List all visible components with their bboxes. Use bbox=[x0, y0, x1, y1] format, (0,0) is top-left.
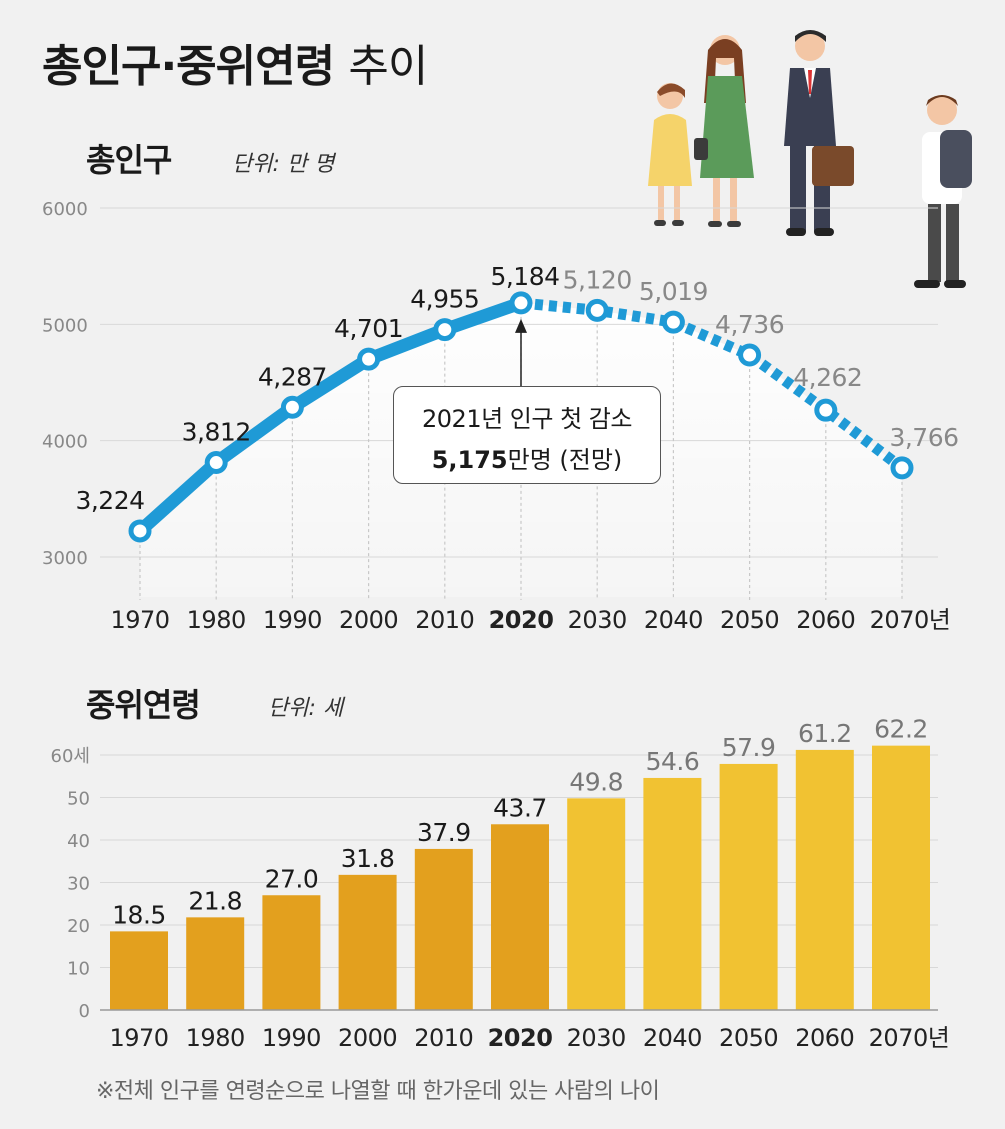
population-x-label: 2040 bbox=[644, 606, 703, 634]
population-value-label: 3,812 bbox=[182, 418, 251, 447]
population-x-label: 1970 bbox=[110, 606, 169, 634]
median-age-bar bbox=[186, 917, 245, 1010]
page-title: 총인구·중위연령 추이 bbox=[42, 30, 428, 94]
median-age-y-tick: 30 bbox=[67, 874, 90, 895]
population-point bbox=[128, 519, 152, 543]
population-y-tick: 6000 bbox=[42, 199, 88, 220]
median-age-value-label: 54.6 bbox=[646, 747, 700, 776]
median-age-value-label: 61.2 bbox=[798, 719, 852, 748]
median-age-section-title: 중위연령 bbox=[86, 686, 201, 724]
median-age-value-label: 57.9 bbox=[722, 733, 776, 762]
population-value-label: 4,262 bbox=[793, 363, 862, 392]
median-age-bar bbox=[262, 895, 321, 1010]
population-x-label: 2010 bbox=[415, 606, 474, 634]
median-age-bar bbox=[872, 745, 930, 1010]
population-point bbox=[890, 456, 914, 480]
population-x-label: 2020 bbox=[489, 606, 554, 634]
median-age-value-label: 31.8 bbox=[341, 844, 395, 873]
median-age-bar bbox=[795, 749, 854, 1010]
annotation-arrow-head bbox=[515, 318, 527, 333]
population-point bbox=[814, 398, 838, 422]
annotation-box: 2021년 인구 첫 감소 5,175만명 (전망) bbox=[393, 386, 661, 484]
median-age-value-label: 18.5 bbox=[112, 900, 166, 929]
median-age-x-label: 2050 bbox=[719, 1024, 778, 1052]
median-age-x-label: 1970 bbox=[109, 1024, 168, 1052]
title-sub: 추이 bbox=[348, 41, 428, 92]
population-point bbox=[433, 318, 457, 342]
median-age-y-tick: 60세 bbox=[51, 746, 90, 767]
annotation-rest: 만명 (전망) bbox=[507, 446, 623, 474]
girl-figure bbox=[648, 83, 692, 226]
population-point bbox=[280, 395, 304, 419]
median-age-x-label: 2010 bbox=[414, 1024, 473, 1052]
population-point bbox=[585, 298, 609, 322]
median-age-value-label: 49.8 bbox=[569, 767, 623, 796]
median-age-y-tick: 20 bbox=[67, 916, 90, 937]
population-point bbox=[509, 291, 533, 315]
median-age-unit-label: 단위: 세 bbox=[268, 696, 344, 721]
population-point bbox=[661, 310, 685, 334]
median-age-value-label: 43.7 bbox=[493, 793, 547, 822]
population-value-label: 3,766 bbox=[889, 423, 958, 452]
median-age-x-label: 2020 bbox=[488, 1024, 553, 1052]
median-age-y-tick: 50 bbox=[67, 789, 90, 810]
population-line-projected bbox=[520, 297, 906, 473]
population-value-label: 4,736 bbox=[715, 310, 784, 339]
median-age-bar bbox=[110, 931, 168, 1010]
population-x-label: 2050 bbox=[720, 606, 779, 634]
woman-figure bbox=[694, 35, 754, 227]
population-x-label: 1980 bbox=[187, 606, 246, 634]
median-age-bar bbox=[338, 874, 397, 1010]
median-age-x-label: 2070년 bbox=[869, 1024, 950, 1052]
median-age-x-label: 1990 bbox=[262, 1024, 321, 1052]
population-x-label: 2060 bbox=[796, 606, 855, 634]
population-value-label: 3,224 bbox=[75, 486, 144, 515]
median-age-bar bbox=[491, 824, 549, 1010]
population-y-tick: 3000 bbox=[42, 548, 88, 569]
footnote: ※전체 인구를 연령순으로 나열할 때 한가운데 있는 사람의 나이 bbox=[96, 1079, 660, 1104]
median-age-value-label: 27.0 bbox=[265, 864, 319, 893]
median-age-x-label: 2060 bbox=[795, 1024, 854, 1052]
median-age-bar bbox=[414, 848, 473, 1010]
population-value-label: 4,955 bbox=[410, 285, 479, 314]
median-age-value-label: 62.2 bbox=[874, 715, 928, 744]
population-x-label: 2070년 bbox=[870, 606, 951, 634]
median-age-bar bbox=[719, 763, 778, 1010]
population-x-label: 2000 bbox=[339, 606, 398, 634]
population-section-title: 총인구 bbox=[86, 141, 172, 179]
population-value-label: 5,120 bbox=[563, 265, 632, 294]
title-main: 총인구·중위연령 bbox=[42, 41, 335, 92]
annotation-line1: 2021년 인구 첫 감소 bbox=[422, 405, 632, 433]
population-y-tick: 5000 bbox=[42, 315, 88, 336]
median-age-x-label: 2000 bbox=[338, 1024, 397, 1052]
population-y-tick: 4000 bbox=[42, 432, 88, 453]
people-illustration bbox=[648, 30, 972, 288]
annotation-line2: 5,175만명 (전망) bbox=[394, 440, 660, 475]
median-age-value-label: 21.8 bbox=[188, 886, 242, 915]
median-age-y-tick: 40 bbox=[67, 831, 90, 852]
median-age-y-tick: 10 bbox=[67, 959, 90, 980]
man-figure bbox=[784, 30, 854, 236]
population-value-label: 5,019 bbox=[639, 277, 708, 306]
population-x-label: 1990 bbox=[263, 606, 322, 634]
median-age-x-label: 1980 bbox=[186, 1024, 245, 1052]
population-point bbox=[204, 451, 228, 475]
population-point bbox=[357, 347, 381, 371]
population-value-label: 4,701 bbox=[334, 314, 403, 343]
population-x-label: 2030 bbox=[568, 606, 627, 634]
population-unit-label: 단위: 만 명 bbox=[232, 152, 335, 177]
population-value-label: 5,184 bbox=[490, 262, 559, 291]
median-age-bar bbox=[643, 777, 702, 1010]
median-age-y-tick: 0 bbox=[79, 1001, 90, 1022]
population-line-actual bbox=[133, 296, 528, 538]
median-age-bar bbox=[567, 798, 626, 1010]
boy-figure bbox=[914, 95, 972, 288]
median-age-value-label: 37.9 bbox=[417, 818, 471, 847]
population-point bbox=[738, 343, 762, 367]
median-age-x-label: 2030 bbox=[567, 1024, 626, 1052]
annotation-value: 5,175 bbox=[431, 446, 508, 474]
population-value-label: 4,287 bbox=[258, 362, 327, 391]
median-age-x-label: 2040 bbox=[643, 1024, 702, 1052]
